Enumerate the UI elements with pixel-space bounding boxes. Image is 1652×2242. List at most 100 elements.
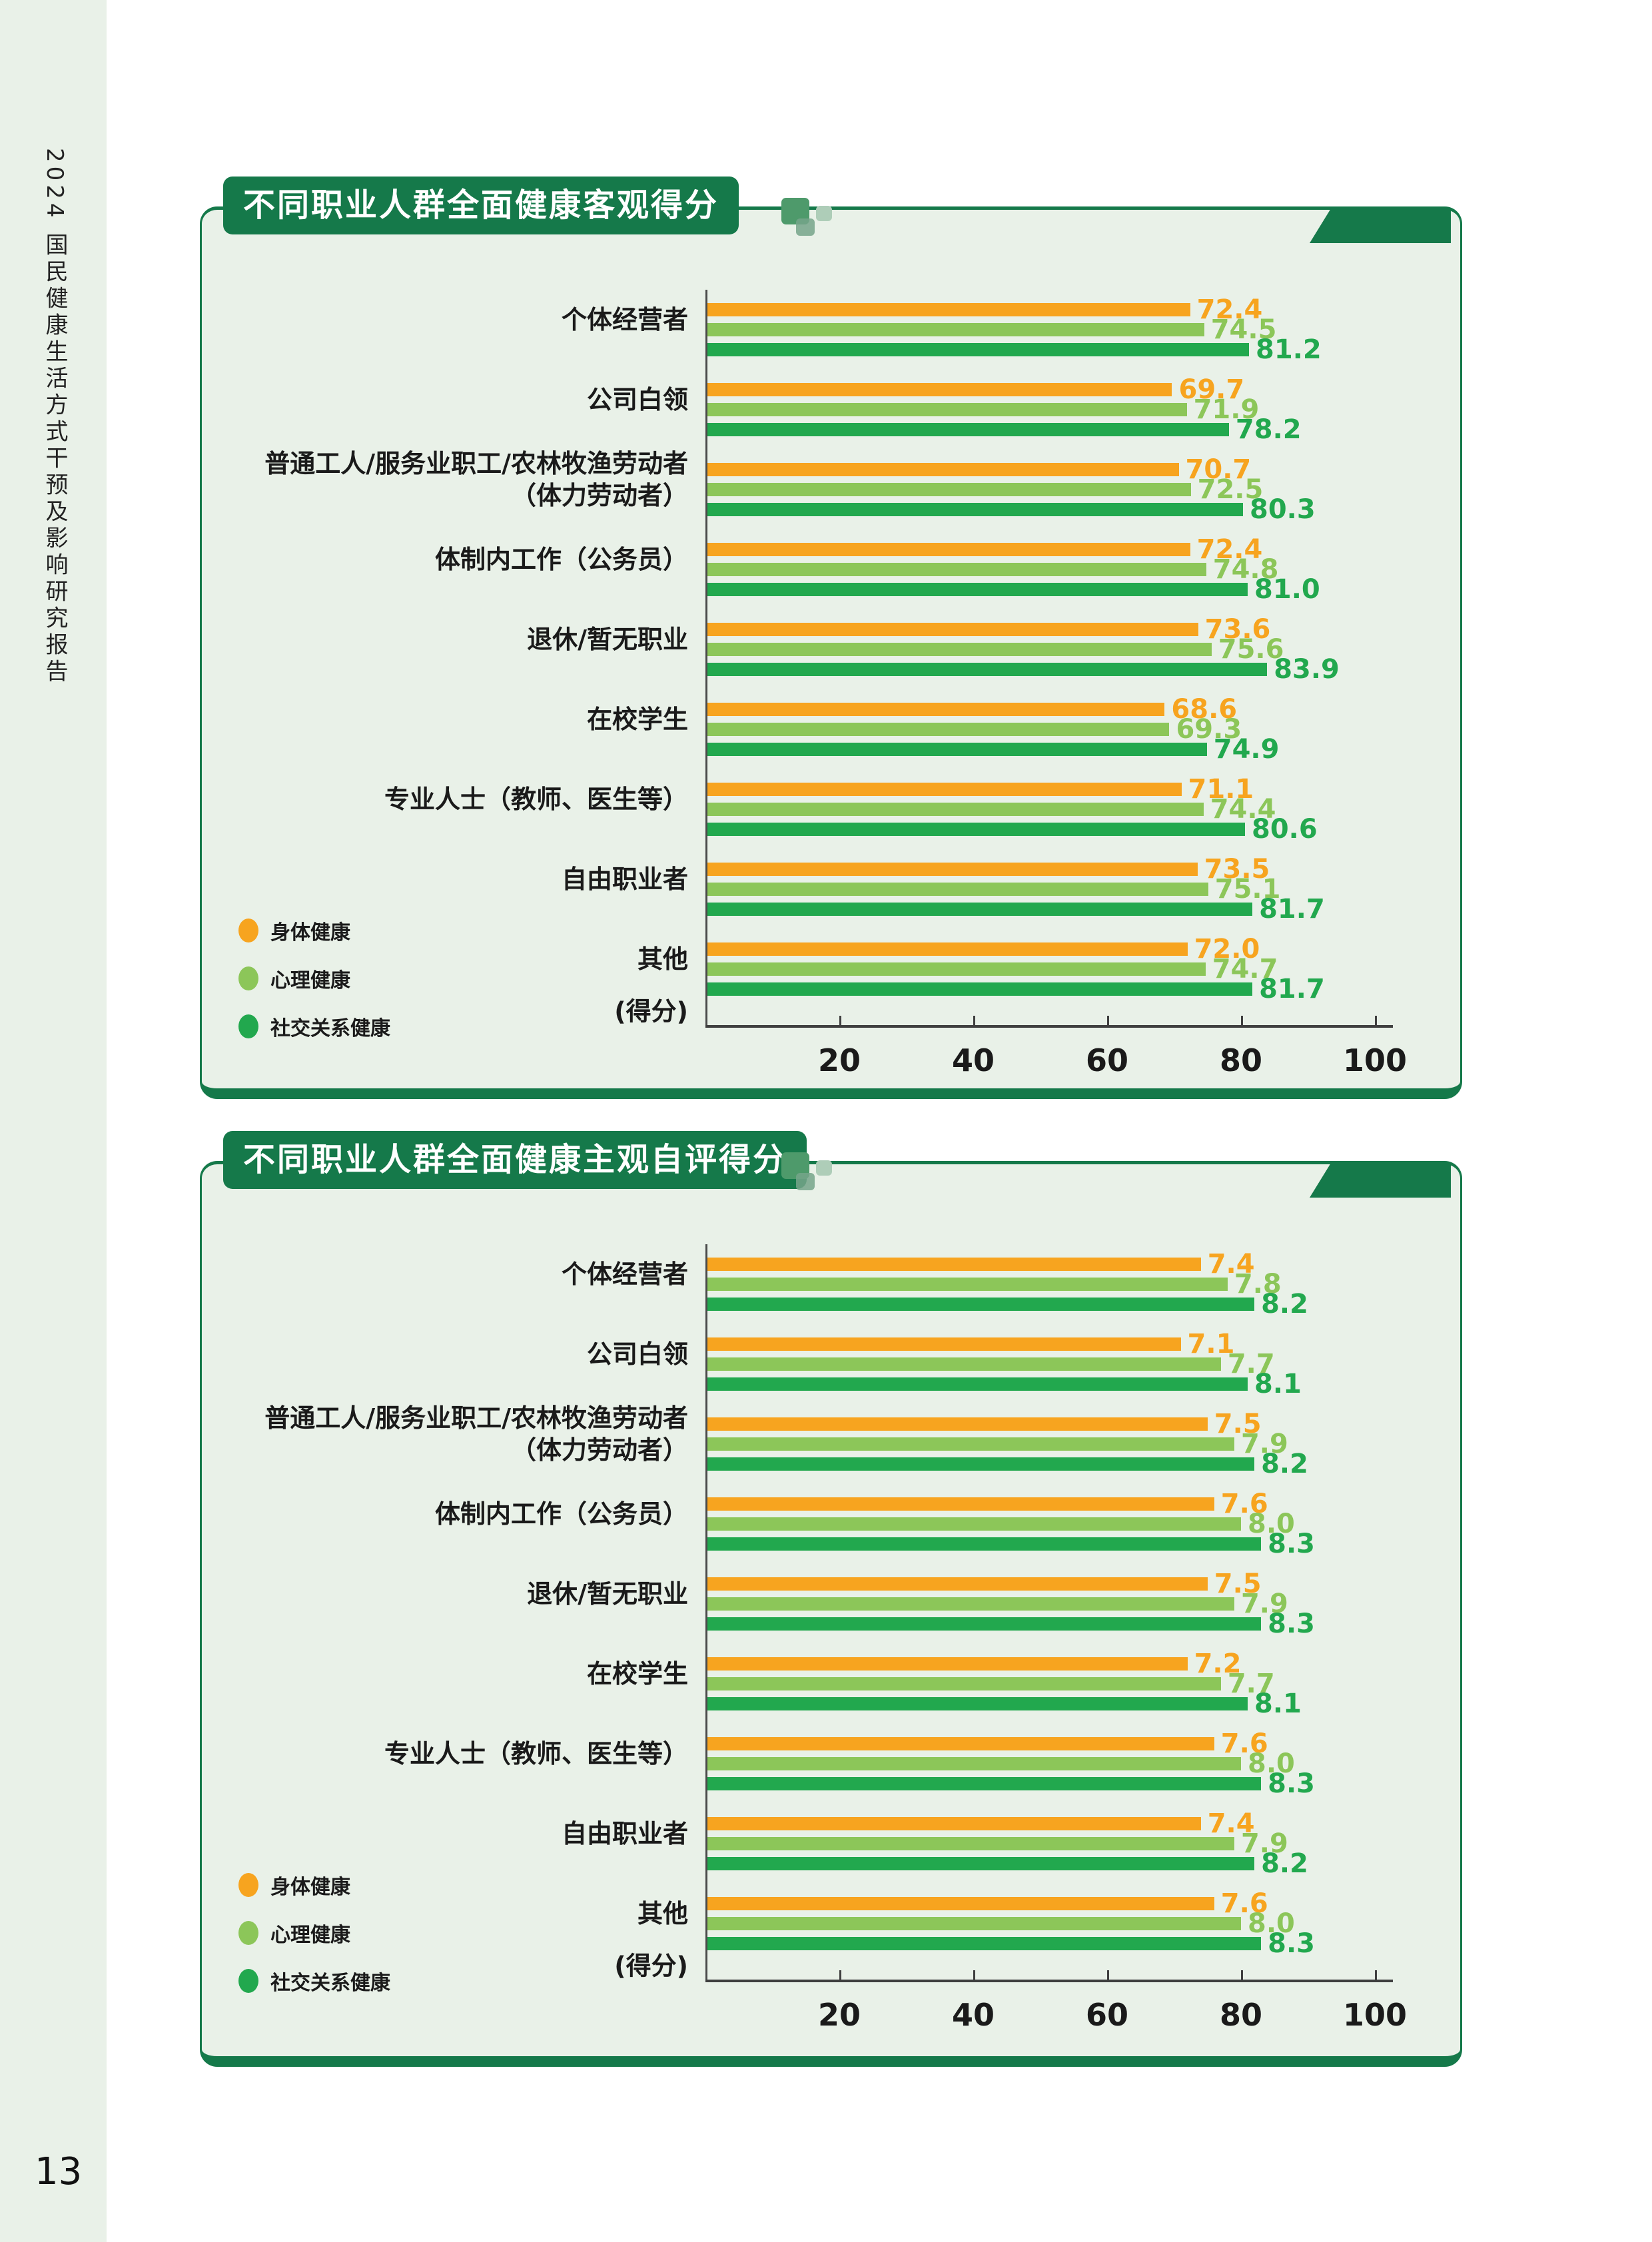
category-label: 专业人士（教师、医生等） bbox=[202, 783, 688, 815]
deco-square-icon bbox=[816, 206, 832, 221]
bar-social bbox=[705, 982, 1253, 996]
axis-tick bbox=[1107, 1970, 1109, 1980]
bar-mental bbox=[705, 1437, 1234, 1451]
category-label: 在校学生 bbox=[202, 1658, 688, 1690]
bar-value-label: 8.3 bbox=[1268, 1529, 1315, 1559]
bar-mental bbox=[705, 403, 1187, 416]
left-margin-strip bbox=[0, 0, 107, 2242]
bar-social bbox=[705, 1937, 1262, 1950]
bar-value-label: 75.1 bbox=[1214, 874, 1281, 905]
category-label: 专业人士（教师、医生等） bbox=[202, 1738, 688, 1770]
bar-physical bbox=[705, 1417, 1208, 1431]
category-label: 自由职业者 bbox=[202, 863, 688, 895]
category-label: 个体经营者 bbox=[202, 304, 688, 336]
bar-value-label: 72.4 bbox=[1196, 534, 1263, 565]
category-label-line: 在校学生 bbox=[586, 1659, 688, 1688]
axis-tick bbox=[973, 1016, 975, 1025]
bar-value-label: 81.7 bbox=[1259, 974, 1325, 1004]
bar-value-label: 7.8 bbox=[1234, 1269, 1282, 1300]
x-tick-label: 80 bbox=[1219, 1042, 1263, 1078]
category-label: 退休/暂无职业 bbox=[202, 623, 688, 655]
axis-tick bbox=[973, 1970, 975, 1980]
bar-value-label: 80.6 bbox=[1252, 814, 1318, 845]
bar-chart-subjective: 个体经营者 7.4 7.8 8.2 公司白领 7.1 7.7 8.1 普通工人/服务业职工/农林… bbox=[202, 1164, 1460, 2056]
category-label-line: 体制内工作（公务员） bbox=[434, 1499, 688, 1529]
bar-value-label: 81.0 bbox=[1254, 574, 1320, 605]
legend-label: 身体健康 bbox=[270, 921, 350, 944]
bar-value-label: 7.7 bbox=[1227, 1349, 1275, 1379]
bar-physical bbox=[705, 1577, 1208, 1591]
category-label-line: 自由职业者 bbox=[561, 865, 688, 894]
bar-value-label: 8.3 bbox=[1268, 1768, 1315, 1799]
legend-dot-social bbox=[238, 1969, 258, 1993]
axis-tick bbox=[1241, 1970, 1243, 1980]
legend-item-mental: 心理健康 bbox=[238, 1920, 350, 1947]
bar-value-label: 7.9 bbox=[1240, 1828, 1288, 1859]
legend-dot-physical bbox=[238, 1873, 258, 1897]
bar-social bbox=[705, 743, 1207, 756]
bar-value-label: 7.7 bbox=[1227, 1669, 1275, 1699]
bar-value-label: 8.3 bbox=[1268, 1609, 1315, 1639]
bar-value-label: 74.8 bbox=[1212, 554, 1279, 585]
x-tick-label: 40 bbox=[951, 1042, 995, 1078]
bar-physical bbox=[705, 543, 1190, 556]
x-tick-label: 80 bbox=[1219, 1997, 1263, 2033]
corner-tab-shape bbox=[1310, 208, 1451, 243]
axis-tick bbox=[1375, 1016, 1377, 1025]
category-label-line: 其他 bbox=[637, 944, 688, 974]
bar-mental bbox=[705, 962, 1206, 976]
category-label: 在校学生 bbox=[202, 703, 688, 735]
bar-value-label: 8.2 bbox=[1261, 1848, 1308, 1879]
chart-panel-subjective-scores: 不同职业人群全面健康主观自评得分 个体经营者 7.4 7.8 8.2 公司白领 7.1 7.… bbox=[200, 1131, 1462, 2067]
bar-physical bbox=[705, 703, 1165, 716]
legend-dot-mental bbox=[238, 1921, 258, 1945]
bar-value-label: 73.5 bbox=[1204, 854, 1270, 885]
category-label: 个体经营者 bbox=[202, 1258, 688, 1290]
deco-square-icon bbox=[816, 1160, 832, 1176]
x-tick-label: 40 bbox=[951, 1997, 995, 2033]
bar-value-label: 7.1 bbox=[1187, 1329, 1235, 1359]
bar-social bbox=[705, 583, 1248, 596]
value-axis-line bbox=[705, 1980, 1393, 1982]
bar-value-label: 75.6 bbox=[1218, 634, 1284, 665]
bar-value-label: 7.2 bbox=[1194, 1649, 1242, 1679]
bar-value-label: 7.4 bbox=[1207, 1808, 1255, 1839]
legend-item-physical: 身体健康 bbox=[238, 917, 350, 944]
legend-label: 心理健康 bbox=[270, 1924, 350, 1947]
legend-item-physical: 身体健康 bbox=[238, 1872, 350, 1899]
bar-physical bbox=[705, 1737, 1214, 1750]
category-label: 公司白领 bbox=[202, 1338, 688, 1370]
axis-tick bbox=[1107, 1016, 1109, 1025]
bar-value-label: 7.9 bbox=[1240, 1429, 1288, 1459]
axis-unit-label: (得分) bbox=[614, 996, 688, 1026]
bar-physical bbox=[705, 783, 1182, 796]
category-label-line: 专业人士（教师、医生等） bbox=[384, 785, 688, 814]
value-axis-line bbox=[705, 1025, 1393, 1028]
legend-label: 心理健康 bbox=[270, 969, 350, 992]
chart-title: 不同职业人群全面健康主观自评得分 bbox=[223, 1131, 807, 1189]
category-label: 普通工人/服务业职工/农林牧渔劳动者 （体力劳动者） bbox=[202, 448, 688, 512]
bar-social bbox=[705, 823, 1246, 836]
bar-social bbox=[705, 663, 1268, 676]
bar-social bbox=[705, 503, 1243, 516]
bar-value-label: 8.1 bbox=[1254, 1688, 1302, 1719]
category-label-line: 在校学生 bbox=[586, 705, 688, 734]
category-axis-line bbox=[705, 290, 707, 1028]
bar-social bbox=[705, 1857, 1255, 1870]
bar-value-label: 8.0 bbox=[1248, 1908, 1295, 1939]
bar-physical bbox=[705, 623, 1198, 636]
legend-item-social: 社交关系健康 bbox=[238, 1968, 390, 1995]
legend-dot-social bbox=[238, 1014, 258, 1038]
category-label: 体制内工作（公务员） bbox=[202, 544, 688, 575]
bar-value-label: 7.6 bbox=[1220, 1728, 1268, 1759]
bar-mental bbox=[705, 483, 1191, 496]
x-tick-label: 20 bbox=[817, 1042, 861, 1078]
bar-value-label: 71.1 bbox=[1188, 774, 1254, 805]
bar-mental bbox=[705, 323, 1204, 336]
report-title-vertical: 2024 国民健康生活方式干预及影响研究报告 bbox=[41, 148, 68, 686]
axis-tick bbox=[1241, 1016, 1243, 1025]
bar-physical bbox=[705, 1497, 1214, 1511]
bar-value-label: 7.5 bbox=[1214, 1569, 1262, 1599]
deco-square-icon bbox=[796, 1173, 815, 1190]
